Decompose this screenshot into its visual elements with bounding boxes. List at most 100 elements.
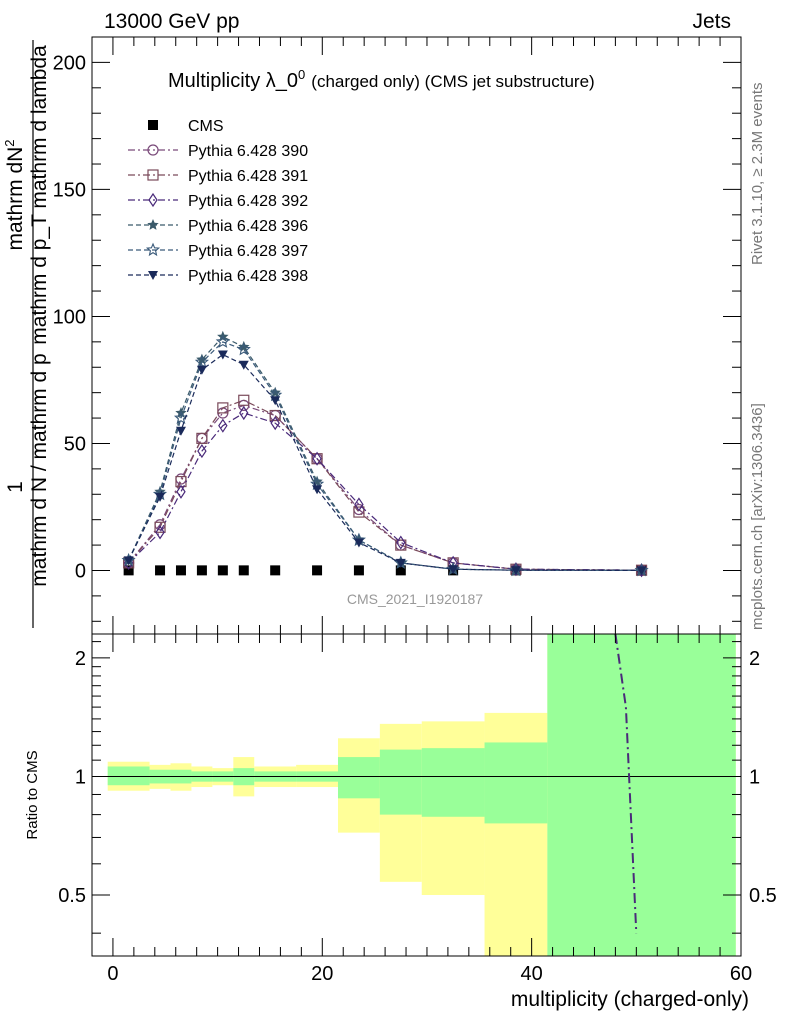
data-point: [217, 402, 229, 414]
legend-label: Pythia 6.428 392: [188, 193, 308, 210]
x-tick-label: 0: [107, 963, 118, 985]
watermark: CMS_2021_I1920187: [347, 591, 483, 607]
data-point: [354, 497, 364, 512]
ratio-y-tick-label-right: 1: [749, 766, 760, 788]
main-title-extra: (charged only) (CMS jet substructure): [311, 72, 594, 91]
main-y-ticks: 0 50 100 150 200: [53, 36, 742, 634]
data-point: [395, 558, 406, 568]
series-pythia-6-428-392: [123, 405, 647, 578]
series-pythia-6-428-391: [123, 394, 648, 576]
y-tick-label: 0: [75, 560, 86, 582]
data-point: [312, 565, 323, 576]
series-pythia-6-428-390: [123, 399, 648, 576]
data-point: [269, 409, 281, 422]
data-point: [175, 565, 186, 576]
legend-item: Pythia 6.428 398: [128, 268, 308, 285]
legend-item: Pythia 6.428 392: [128, 192, 308, 210]
main-ylabel: 1 mathrm dN2 mathrm d N / mathrm d p mat…: [2, 40, 51, 628]
legend-item: CMS: [148, 118, 224, 135]
data-point: [396, 535, 406, 550]
category-label: Jets: [692, 10, 731, 33]
data-point: [145, 242, 161, 257]
ratio-y-tick-label: 0.5: [58, 885, 86, 907]
data-point: [176, 484, 186, 499]
main-series-group: [121, 330, 649, 578]
legend-label: Pythia 6.428 398: [188, 268, 308, 285]
data-point: [196, 432, 208, 444]
data-point: [148, 271, 158, 280]
ratio-band-inner: [379, 749, 422, 815]
series-line: [128, 399, 642, 571]
ratio-band-inner: [337, 757, 380, 799]
data-point: [217, 350, 228, 360]
data-point: [238, 394, 250, 406]
legend-item: Pythia 6.428 397: [128, 242, 308, 260]
ylabel-numerator: mathrm dN2: [2, 139, 27, 250]
data-point: [196, 353, 208, 365]
y-tick-label: 150: [53, 179, 86, 201]
data-point: [155, 525, 165, 540]
data-point: [239, 405, 249, 421]
x-tick-label: 20: [311, 963, 333, 985]
series-pythia-6-428-398: [123, 350, 647, 576]
legend-item: Pythia 6.428 390: [128, 143, 308, 160]
data-point: [148, 192, 158, 208]
series-line: [128, 341, 642, 572]
data-point: [154, 521, 166, 533]
y-tick-label: 100: [53, 306, 86, 328]
ylabel-denominator: mathrm d N / mathrm d p: [28, 353, 51, 586]
data-point: [215, 334, 230, 348]
data-point: [353, 506, 365, 518]
series-line: [128, 353, 642, 572]
data-point: [155, 492, 166, 502]
legend-item: Pythia 6.428 391: [128, 168, 308, 185]
data-point: [147, 219, 159, 230]
data-point: [218, 418, 228, 433]
side-source-label: mcplots.cern.ch [arXiv:1306.3436]: [749, 403, 766, 630]
y-tick-label: 200: [53, 52, 86, 74]
data-point: [353, 565, 364, 576]
data-point: [270, 416, 280, 431]
data-point: [123, 565, 134, 576]
legend-label: CMS: [188, 118, 224, 135]
y-tick-label: 50: [64, 433, 86, 455]
data-point: [448, 565, 459, 575]
x-axis-label: multiplicity (charged-only): [511, 988, 749, 1011]
legend-label: Pythia 6.428 396: [188, 218, 308, 235]
legend-label: Pythia 6.428 390: [188, 143, 308, 160]
data-point: [269, 386, 281, 398]
ratio-band-inner: [547, 634, 736, 956]
data-point: [270, 396, 281, 406]
x-ticks: 0 20 40 60: [107, 634, 752, 985]
ratio-y-tick-label: 1: [75, 766, 86, 788]
ratio-band-inner: [484, 742, 548, 824]
data-point: [312, 451, 322, 466]
ratio-y-tick-label: 2: [75, 648, 86, 670]
ratio-band-inner: [421, 748, 485, 817]
x-tick-label: 60: [730, 963, 752, 985]
data-point: [636, 566, 647, 576]
x-tick-label: 40: [521, 963, 543, 985]
ratio-band-inner: [107, 766, 150, 786]
ylabel-frac-top: 1: [4, 481, 27, 493]
legend-label: Pythia 6.428 391: [188, 168, 308, 185]
ratio-y-tick-label-right: 2: [749, 648, 760, 670]
data-point: [236, 342, 251, 356]
main-plot: 0 50 100 150 200 Multiplicity λ_00 (charged o…: [53, 36, 742, 635]
data-point: [238, 565, 249, 576]
main-title: Multiplicity λ_00 (charged only) (CMS jet…: [168, 67, 595, 92]
data-point: [147, 169, 159, 181]
main-title-text: Multiplicity λ_0: [168, 70, 298, 92]
data-point: [155, 565, 166, 576]
data-point: [197, 444, 207, 459]
data-point: [173, 410, 189, 425]
data-point: [148, 120, 158, 130]
data-point: [312, 485, 323, 495]
side-rivet-label: Rivet 3.1.10, ≥ 2.3M events: [749, 83, 766, 266]
ratio-bands: [107, 634, 736, 956]
data-point: [194, 354, 209, 369]
ratio-curve-392: [614, 633, 638, 934]
ratio-ylabel: Ratio to CMS: [24, 750, 41, 839]
series-line: [128, 336, 642, 572]
